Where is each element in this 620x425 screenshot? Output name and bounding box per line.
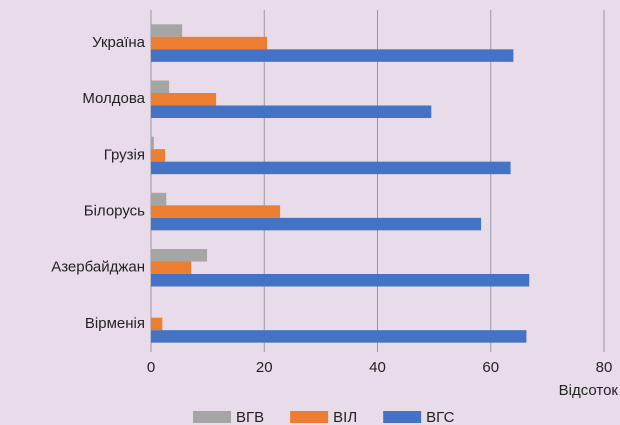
legend-label: ВГС bbox=[426, 409, 454, 425]
bar bbox=[151, 36, 268, 50]
legend-label: ВІЛ bbox=[333, 409, 357, 425]
bar bbox=[151, 149, 166, 162]
bar bbox=[151, 49, 514, 62]
bar bbox=[151, 330, 527, 343]
y-tick-label: Молдова bbox=[82, 90, 145, 107]
bar bbox=[151, 161, 511, 175]
legend-swatch bbox=[193, 411, 231, 423]
y-tick-label: Україна bbox=[92, 34, 146, 51]
y-tick-label: Білорусь bbox=[84, 203, 145, 220]
bar bbox=[151, 249, 208, 262]
bar bbox=[151, 317, 163, 331]
y-tick-label: Вірменія bbox=[85, 315, 145, 332]
x-tick-label: 60 bbox=[482, 359, 499, 376]
bar bbox=[151, 217, 482, 231]
y-tick-label: Азербайджан bbox=[51, 259, 145, 276]
bar bbox=[151, 105, 432, 118]
bar bbox=[151, 136, 154, 150]
bar bbox=[151, 205, 281, 218]
bar bbox=[151, 24, 183, 37]
bar bbox=[151, 261, 192, 274]
legend-swatch bbox=[383, 411, 422, 423]
legend-swatch bbox=[290, 411, 329, 423]
bar bbox=[151, 93, 217, 106]
x-tick-label: 80 bbox=[596, 359, 613, 376]
bar bbox=[151, 274, 530, 287]
bar bbox=[151, 80, 170, 93]
x-tick-label: 20 bbox=[256, 359, 273, 376]
x-axis-label: Відсоток bbox=[559, 382, 619, 399]
y-tick-label: Грузія bbox=[104, 146, 145, 163]
bar bbox=[151, 192, 167, 206]
x-tick-label: 40 bbox=[369, 359, 386, 376]
x-tick-label: 0 bbox=[147, 359, 155, 376]
legend-label: ВГВ bbox=[236, 409, 264, 425]
